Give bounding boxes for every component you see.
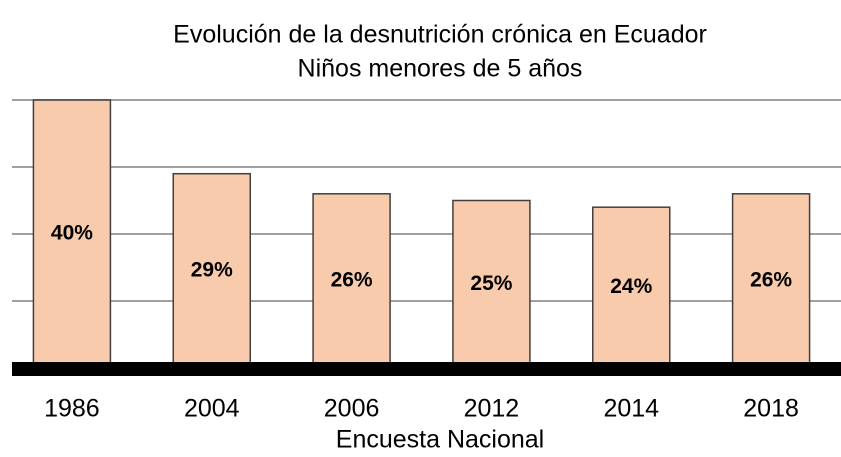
bar <box>592 206 671 369</box>
data-label: 29% <box>191 258 233 281</box>
bar <box>312 193 391 369</box>
x-axis-label: Encuesta Nacional <box>336 426 544 454</box>
data-label: 26% <box>331 268 373 291</box>
x-tick-label: 2006 <box>324 395 380 423</box>
bar <box>452 199 531 369</box>
data-label: 40% <box>51 222 93 245</box>
x-tick-label: 2012 <box>464 395 520 423</box>
bar <box>731 193 811 369</box>
data-label: 26% <box>750 268 792 291</box>
x-axis <box>12 362 841 376</box>
x-tick-label: 2004 <box>184 395 240 423</box>
data-label: 24% <box>610 275 652 298</box>
chart-subtitle: Niños menores de 5 años <box>298 55 583 83</box>
bar <box>32 99 112 369</box>
x-tick-label: 2014 <box>603 395 659 423</box>
chart-title: Evolución de la desnutrición crónica en … <box>173 21 707 49</box>
x-tick-label: 2018 <box>743 395 799 423</box>
data-label: 25% <box>470 272 512 295</box>
x-tick-label: 1986 <box>44 395 100 423</box>
